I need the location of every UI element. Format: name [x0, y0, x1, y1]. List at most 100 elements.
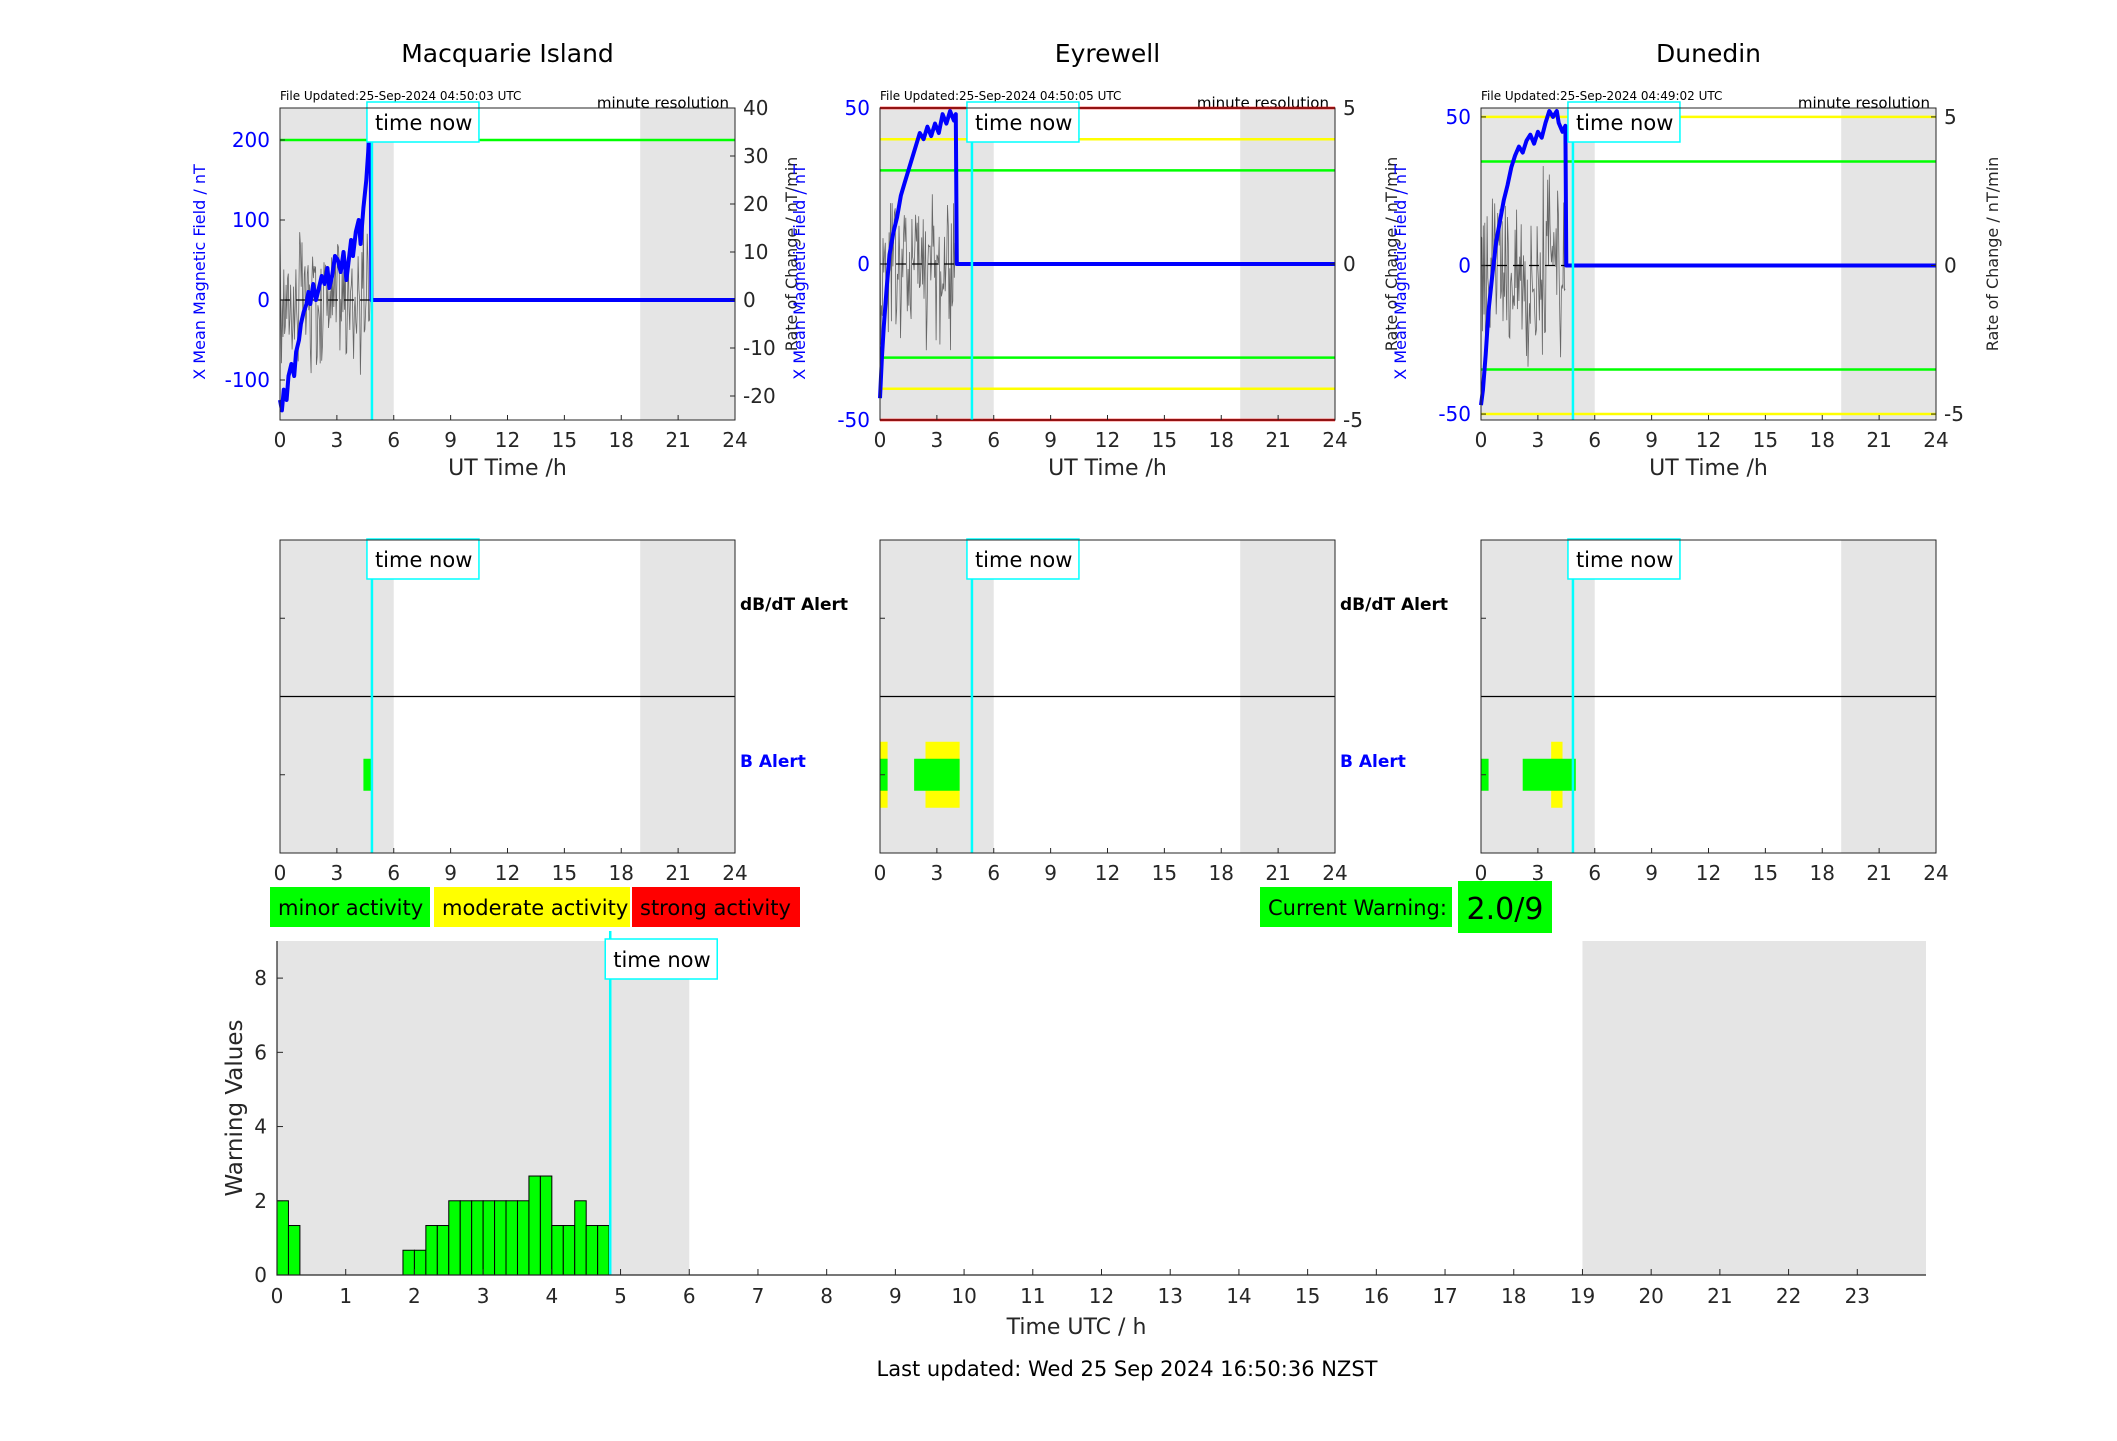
x-tick-label: 12 — [495, 428, 520, 452]
time-now-marker: time now — [1567, 538, 1681, 580]
right-tick-label: 10 — [743, 240, 768, 264]
time-now-marker: time now — [366, 538, 480, 580]
right-tick-label: -10 — [743, 336, 776, 360]
left-tick-label: 50 — [845, 96, 870, 120]
right-tick-label: 20 — [743, 192, 768, 216]
x-tick-label: 9 — [444, 861, 457, 885]
x-tick-label: 3 — [931, 861, 944, 885]
x-tick-label: 18 — [609, 861, 634, 885]
legend-moderate-label: moderate activity — [442, 896, 628, 920]
x-tick-label: 12 — [1696, 428, 1721, 452]
last-updated-text: Last updated: Wed 25 Sep 2024 16:50:36 N… — [877, 1357, 1378, 1381]
station-title: Eyrewell — [1055, 39, 1160, 68]
x-tick-label: 8 — [820, 1284, 833, 1308]
x-tick-label: 6 — [387, 861, 400, 885]
left-tick-label: 0 — [1458, 253, 1471, 277]
b-alert-block — [363, 758, 371, 791]
x-tick-label: 21 — [665, 428, 690, 452]
right-tick-label: 40 — [743, 96, 768, 120]
x-tick-label: 13 — [1157, 1284, 1182, 1308]
warning-bar — [425, 1225, 438, 1276]
time-now-label: time now — [1576, 548, 1673, 572]
x-tick-label: 0 — [274, 861, 287, 885]
x-tick-label: 0 — [271, 1284, 284, 1308]
x-tick-label: 9 — [889, 1284, 902, 1308]
y-tick-label: 4 — [254, 1115, 267, 1139]
x-tick-label: 0 — [874, 861, 887, 885]
file-updated-text: File Updated:25-Sep-2024 04:49:02 UTC — [1481, 89, 1722, 103]
x-tick-label: 21 — [1707, 1284, 1732, 1308]
left-tick-label: -100 — [225, 368, 270, 392]
x-axis-label: UT Time /h — [448, 456, 567, 481]
x-tick-label: 9 — [1044, 428, 1057, 452]
right-tick-label: -5 — [1944, 402, 1964, 426]
x-tick-label: 21 — [1866, 861, 1891, 885]
y-axis-label-right: Rate of Change / nT/min — [1382, 157, 1401, 352]
warning-bar — [516, 1200, 530, 1276]
legend-strong-label: strong activity — [640, 896, 791, 920]
b-alert-block — [914, 758, 960, 791]
x-tick-label: 10 — [951, 1284, 976, 1308]
x-tick-label: 23 — [1845, 1284, 1870, 1308]
b-alert-block — [1522, 758, 1576, 791]
field-panel-0: Macquarie Island File Updated:25-Sep-2024… — [190, 39, 801, 481]
warning-bar — [574, 1200, 587, 1276]
x-tick-label: 21 — [1265, 428, 1290, 452]
x-tick-label: 15 — [1295, 1284, 1320, 1308]
left-tick-label: 50 — [1446, 105, 1471, 129]
warning-bar — [287, 1225, 301, 1276]
y-tick-label: 8 — [254, 966, 267, 990]
left-tick-label: -50 — [837, 408, 870, 432]
x-tick-label: 24 — [1322, 428, 1347, 452]
x-tick-label: 15 — [1753, 428, 1778, 452]
x-tick-label: 14 — [1226, 1284, 1251, 1308]
x-tick-label: 3 — [1532, 428, 1545, 452]
x-tick-label: 9 — [1645, 861, 1658, 885]
time-now-marker: time now — [966, 538, 1080, 580]
time-now-label: time now — [975, 111, 1072, 135]
x-tick-label: 15 — [1152, 861, 1177, 885]
legend-minor-swatch — [270, 887, 430, 927]
time-now-marker: time now — [366, 101, 480, 143]
field-panel-2: Dunedin File Updated:25-Sep-2024 04:49:02… — [1391, 39, 2002, 481]
time-now-box — [366, 101, 480, 143]
x-tick-label: 4 — [545, 1284, 558, 1308]
x-tick-label: 6 — [1588, 428, 1601, 452]
y-axis-label-left: X Mean Magnetic Field / nT — [190, 164, 209, 380]
right-tick-label: 0 — [1343, 252, 1356, 276]
x-tick-label: 3 — [477, 1284, 490, 1308]
time-now-box — [1567, 538, 1681, 580]
legend-strong-swatch — [632, 887, 800, 927]
time-now-marker: time now — [1567, 101, 1681, 143]
right-tick-label: -5 — [1343, 408, 1363, 432]
x-tick-label: 20 — [1638, 1284, 1663, 1308]
x-tick-label: 15 — [552, 861, 577, 885]
x-tick-label: 15 — [552, 428, 577, 452]
left-tick-label: -50 — [1438, 402, 1471, 426]
warning-bar — [436, 1225, 450, 1276]
y-tick-label: 2 — [254, 1189, 267, 1213]
time-now-label: time now — [1576, 111, 1673, 135]
left-tick-label: 100 — [232, 208, 270, 232]
left-tick-label: 200 — [232, 128, 270, 152]
x-tick-label: 18 — [1209, 861, 1234, 885]
current-warning-label: Current Warning: — [1268, 896, 1447, 920]
current-warning-value: 2.0/9 — [1467, 892, 1544, 927]
x-tick-label: 6 — [387, 428, 400, 452]
x-tick-label: 2 — [408, 1284, 421, 1308]
x-tick-label: 12 — [1089, 1284, 1114, 1308]
x-tick-label: 9 — [444, 428, 457, 452]
x-tick-label: 5 — [614, 1284, 627, 1308]
x-tick-label: 9 — [1645, 428, 1658, 452]
x-tick-label: 18 — [1501, 1284, 1526, 1308]
warning-bar — [539, 1175, 553, 1276]
alert-panel-0: time now 0 3 6 9 12 15 18 21 24 — [274, 538, 748, 885]
x-tick-label: 24 — [1923, 428, 1948, 452]
time-now-marker: time now — [604, 938, 718, 980]
warning-bar — [413, 1249, 427, 1276]
x-tick-label: 17 — [1432, 1284, 1457, 1308]
x-tick-label: 16 — [1364, 1284, 1389, 1308]
x-tick-label: 11 — [1020, 1284, 1045, 1308]
